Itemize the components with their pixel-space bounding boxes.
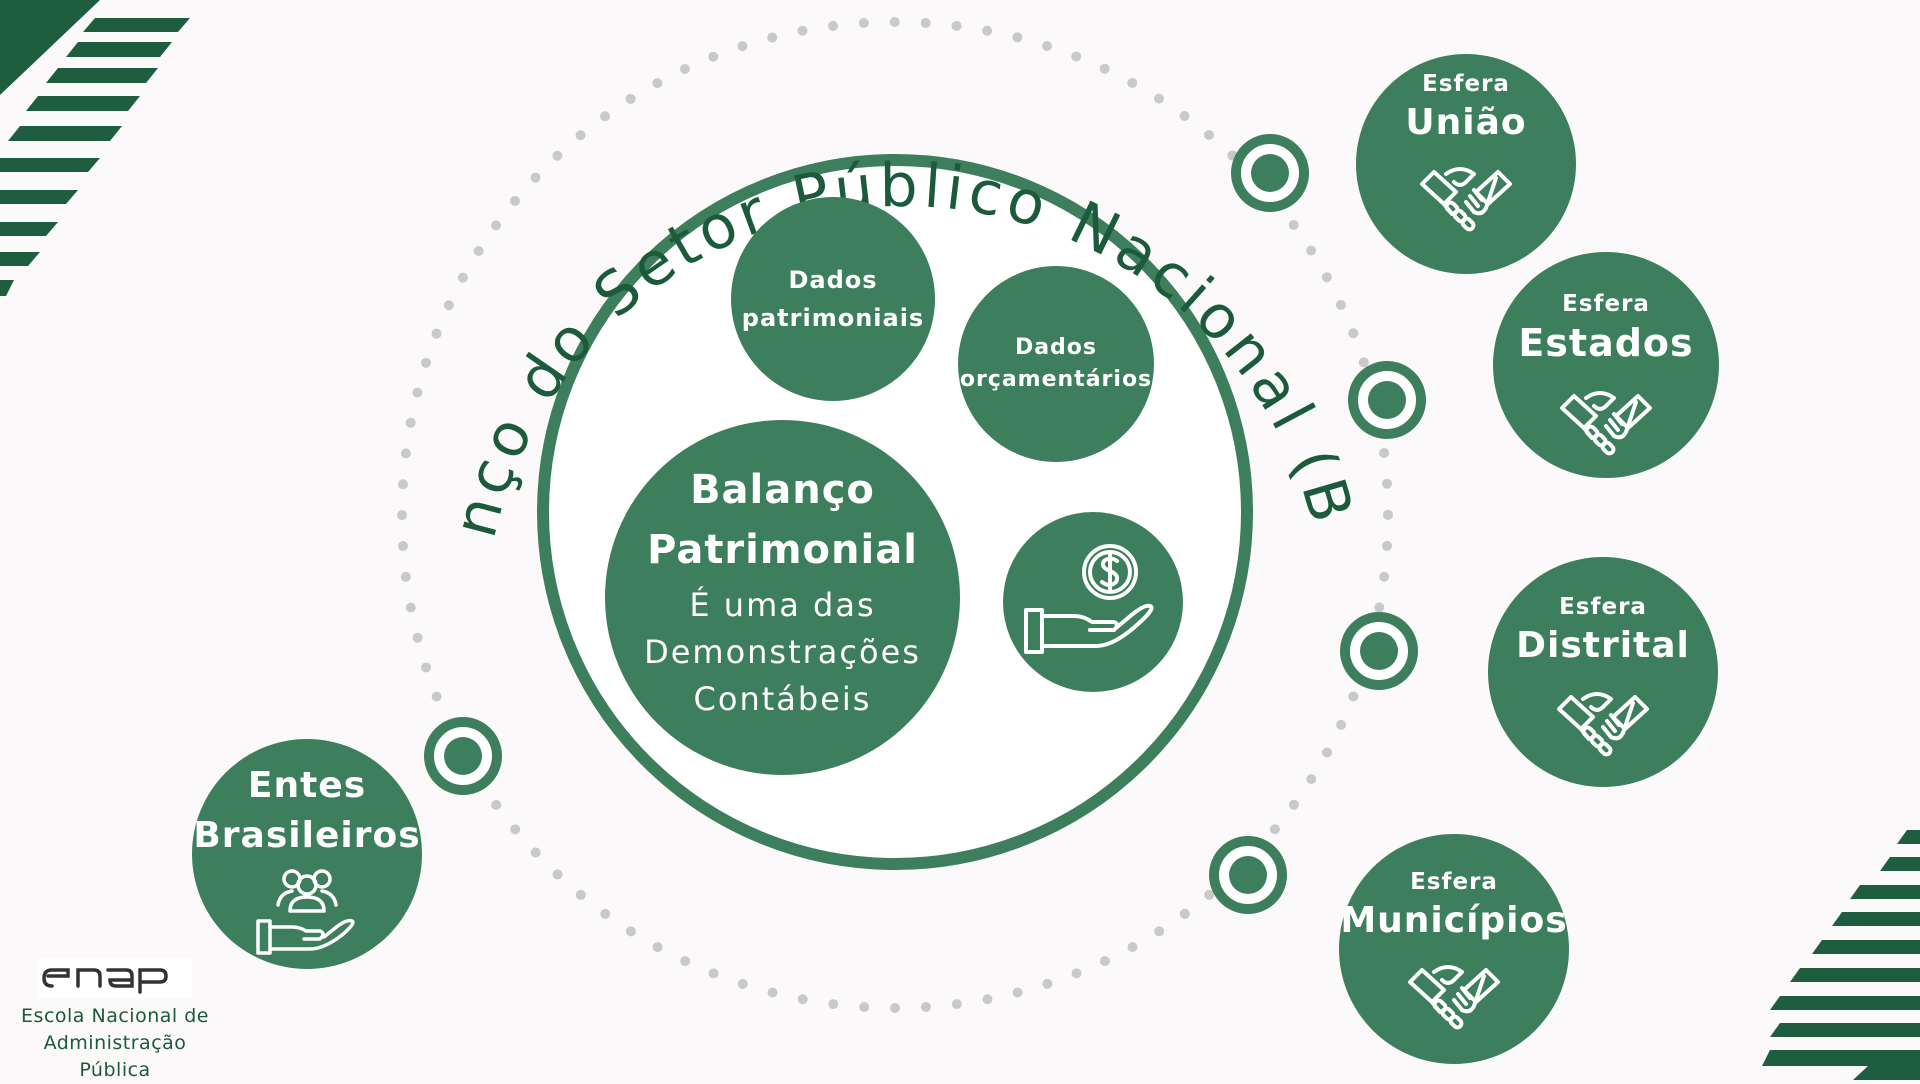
esfera-uniao-label: Esfera	[1422, 71, 1510, 97]
dados-orcamentarios-circle: Dados orçamentários	[958, 266, 1154, 462]
handshake-icon	[1416, 152, 1516, 238]
money-hand-circle	[1003, 512, 1183, 692]
enap-caption-line1: Escola Nacional de	[21, 1005, 209, 1027]
entes-brasileiros-circle: Entes Brasileiros	[192, 739, 422, 969]
esfera-estados-circle: Esfera Estados	[1493, 252, 1719, 478]
handshake-icon	[1404, 950, 1504, 1036]
ring-marker	[1348, 361, 1426, 439]
ring-markers	[424, 134, 1426, 914]
esfera-distrital-name: Distrital	[1516, 625, 1690, 666]
hand-people-icon	[252, 869, 362, 959]
ring-marker	[424, 717, 502, 795]
esfera-estados-name: Estados	[1518, 321, 1694, 365]
balanco-desc-line3: Contábeis	[693, 680, 872, 718]
esfera-uniao-name: União	[1405, 102, 1527, 143]
balanco-title-line2: Patrimonial	[647, 527, 918, 573]
enap-caption: Escola Nacional de Administração Pública	[0, 1003, 230, 1084]
esfera-municipios-label: Esfera	[1410, 869, 1498, 895]
balanco-desc-line2: Demonstrações	[644, 633, 921, 671]
dados-orcamentarios-line1: Dados	[1014, 335, 1098, 360]
ring-marker	[1231, 134, 1309, 212]
esfera-distrital-label: Esfera	[1559, 594, 1647, 620]
dados-patrimoniais-line1: Dados	[788, 266, 878, 294]
esfera-estados-label: Esfera	[1562, 291, 1650, 317]
dados-orcamentarios-line2: orçamentários	[959, 367, 1153, 392]
handshake-icon	[1553, 677, 1653, 763]
ring-marker	[1340, 612, 1418, 690]
dados-patrimoniais-circle: Dados patrimoniais	[731, 197, 935, 401]
ring-marker	[1209, 836, 1287, 914]
balanco-patrimonial-circle: Balanço Patrimonial É uma das Demonstraç…	[605, 420, 960, 775]
esfera-distrital-circle: Esfera Distrital	[1488, 557, 1718, 787]
enap-logo	[38, 958, 192, 998]
balanco-title-line1: Balanço	[690, 467, 875, 513]
top-left-stripes	[0, 0, 190, 296]
enap-caption-line3: Pública	[79, 1059, 151, 1081]
handshake-icon	[1556, 376, 1656, 462]
dotted-ring	[397, 17, 1393, 1013]
hand-dollar-icon	[1018, 542, 1168, 662]
dados-patrimoniais-line2: patrimoniais	[741, 304, 925, 332]
esfera-uniao-circle: Esfera União	[1356, 54, 1576, 274]
bottom-right-stripes	[1762, 830, 1920, 1080]
enap-caption-line2: Administração	[43, 1032, 187, 1054]
entes-line2: Brasileiros	[193, 815, 421, 856]
balanco-desc-line1: É uma das	[689, 586, 876, 624]
esfera-municipios-circle: Esfera Municípios	[1339, 834, 1569, 1064]
esfera-municipios-name: Municípios	[1340, 900, 1568, 941]
entes-line1: Entes	[247, 765, 367, 806]
